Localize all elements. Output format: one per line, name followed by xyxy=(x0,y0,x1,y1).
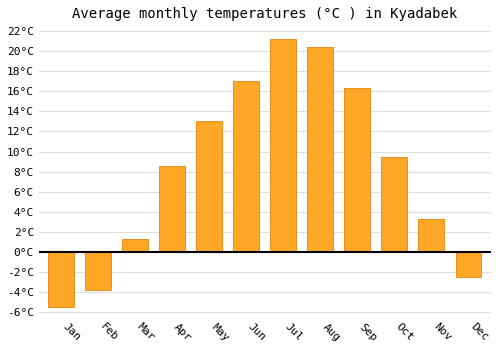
Bar xyxy=(122,239,148,252)
Bar xyxy=(159,166,185,252)
Bar xyxy=(48,252,74,307)
Bar xyxy=(196,121,222,252)
Title: Average monthly temperatures (°C ) in Kyadabek: Average monthly temperatures (°C ) in Ky… xyxy=(72,7,458,21)
Bar xyxy=(234,82,259,252)
Bar xyxy=(308,47,334,252)
Bar xyxy=(344,89,370,252)
Bar xyxy=(85,252,111,290)
Bar xyxy=(418,219,444,252)
Bar xyxy=(456,252,481,277)
Bar xyxy=(382,156,407,252)
Bar xyxy=(270,39,296,252)
